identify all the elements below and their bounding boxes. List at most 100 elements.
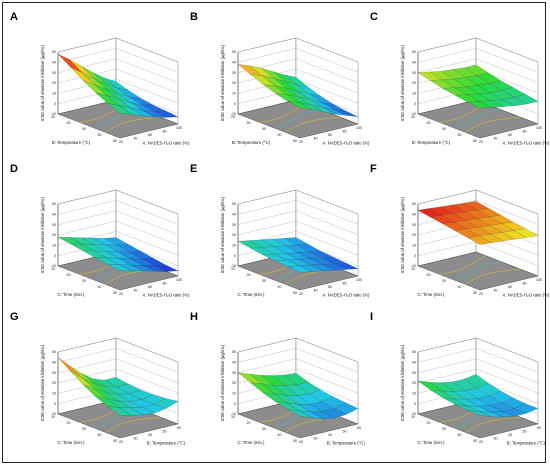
y-axis-title: C: Time (min.) — [418, 440, 446, 445]
y-tick-label: 20 — [67, 421, 71, 425]
y-tick-label: 30 — [247, 121, 251, 125]
floor-contour — [465, 416, 521, 433]
y-tick-label: 50 — [113, 439, 117, 443]
y-axis-title: B: Temperature (°C) — [52, 140, 91, 145]
x-tick-label: 40 — [134, 289, 138, 293]
x-tick-label: 40 — [494, 137, 498, 141]
y-tick-label: 40 — [82, 127, 86, 131]
z-tick-label: 20 — [232, 233, 236, 237]
x-tick-label: 100 — [536, 126, 542, 130]
wall-gridline — [57, 348, 179, 373]
y-tick-label: 40 — [278, 285, 282, 289]
y-tick-label: 40 — [98, 285, 102, 289]
z-tick-label: 40 — [52, 213, 56, 217]
x-axis-title: B: Temperature (°C) — [147, 440, 186, 445]
x-tick-label: 50 — [163, 430, 167, 434]
x-tick-label: 60 — [357, 426, 361, 430]
z-tick-label: 50 — [412, 350, 416, 354]
wall-gridline — [237, 220, 359, 246]
floor-contour — [285, 116, 341, 133]
z-tick-label: -10 — [51, 264, 56, 268]
x-tick-label: 20 — [299, 440, 303, 444]
y-tick-label: 30 — [442, 279, 446, 283]
floor-plane — [57, 399, 179, 439]
figure-frame — [2, 2, 546, 463]
wall-gridline — [237, 200, 359, 225]
y-tick-label: 20 — [51, 115, 55, 119]
x-tick-label: 20 — [119, 440, 123, 444]
y-tick-label: 20 — [411, 115, 415, 119]
z-axis-title: IC50 value of elastase inhibition (µg/mL… — [40, 196, 45, 273]
x-tick-label: 80 — [343, 130, 347, 134]
floor-contour — [455, 260, 500, 281]
panel-letter: E — [190, 163, 197, 175]
surface-cell — [107, 264, 132, 271]
floor-contour — [275, 108, 320, 129]
wall-gridline — [57, 79, 179, 104]
z-tick-label: -10 — [231, 264, 236, 268]
z-tick-label: 0 — [54, 254, 56, 258]
y-tick-label: 40 — [458, 433, 462, 437]
z-tick-label: 10 — [232, 392, 236, 396]
x-tick-label: 100 — [176, 278, 182, 282]
wall-gridline — [417, 368, 539, 394]
z-axis-title: IC50 value of elastase inhibition (µg/mL… — [220, 344, 225, 421]
y-tick-label: 40 — [98, 433, 102, 437]
z-tick-label: 40 — [412, 213, 416, 217]
wall-gridline — [57, 337, 179, 363]
wall-gridline — [57, 37, 179, 63]
x-tick-label: 60 — [508, 133, 512, 137]
y-tick-label: 10 — [51, 415, 55, 419]
z-tick-label: -10 — [411, 264, 416, 268]
x-tick-label: 100 — [176, 126, 182, 130]
x-tick-label: 20 — [299, 140, 303, 144]
y-tick-label: 60 — [293, 139, 297, 143]
x-tick-label: 100 — [536, 278, 542, 282]
floor-plane — [417, 251, 539, 291]
panel-letter: C — [370, 11, 378, 23]
panel-a: A -10 0 10 20 30 40 50 20 40 60 80 100 20 30 40 50 60 A: N… — [10, 11, 190, 145]
z-tick-label: -10 — [51, 412, 56, 416]
z-tick-label: 0 — [234, 102, 236, 106]
wall-gridline — [237, 48, 359, 73]
z-tick-label: 50 — [52, 202, 56, 206]
y-tick-label: 10 — [231, 415, 235, 419]
x-tick-label: 40 — [328, 433, 332, 437]
z-tick-label: 30 — [52, 371, 56, 375]
z-tick-label: 0 — [234, 254, 236, 258]
y-tick-label: 40 — [262, 127, 266, 131]
z-tick-label: 50 — [52, 50, 56, 54]
z-tick-label: 10 — [232, 92, 236, 96]
y-tick-label: 10 — [411, 415, 415, 419]
y-tick-label: 50 — [293, 439, 297, 443]
wall-gridline — [57, 189, 179, 215]
z-tick-label: 0 — [414, 102, 416, 106]
z-tick-label: 10 — [52, 392, 56, 396]
y-tick-label: 10 — [231, 267, 235, 271]
x-tick-label: 60 — [328, 133, 332, 137]
z-axis-title: IC50 value of elastase inhibition (µg/mL… — [40, 44, 45, 121]
x-tick-label: 60 — [537, 426, 541, 430]
z-tick-label: 10 — [412, 92, 416, 96]
y-tick-label: 50 — [113, 291, 117, 295]
surface-cell — [467, 235, 492, 245]
z-tick-label: 20 — [232, 81, 236, 85]
z-tick-label: -10 — [411, 412, 416, 416]
y-tick-label: 50 — [473, 291, 477, 295]
y-tick-label: 20 — [427, 273, 431, 277]
x-tick-label: 80 — [163, 282, 167, 286]
z-tick-label: 50 — [232, 202, 236, 206]
z-tick-label: 20 — [412, 233, 416, 237]
panel-letter: B — [190, 11, 198, 23]
y-axis-title: B: Temperature (°C) — [412, 140, 451, 145]
wall-gridline — [237, 189, 359, 215]
y-axis-title: C: Time (min.) — [58, 292, 86, 297]
floor-plane — [417, 99, 539, 139]
x-tick-label: 40 — [314, 137, 318, 141]
floor-contour — [455, 108, 500, 129]
z-tick-label: 40 — [412, 61, 416, 65]
floor-contour — [105, 116, 161, 133]
